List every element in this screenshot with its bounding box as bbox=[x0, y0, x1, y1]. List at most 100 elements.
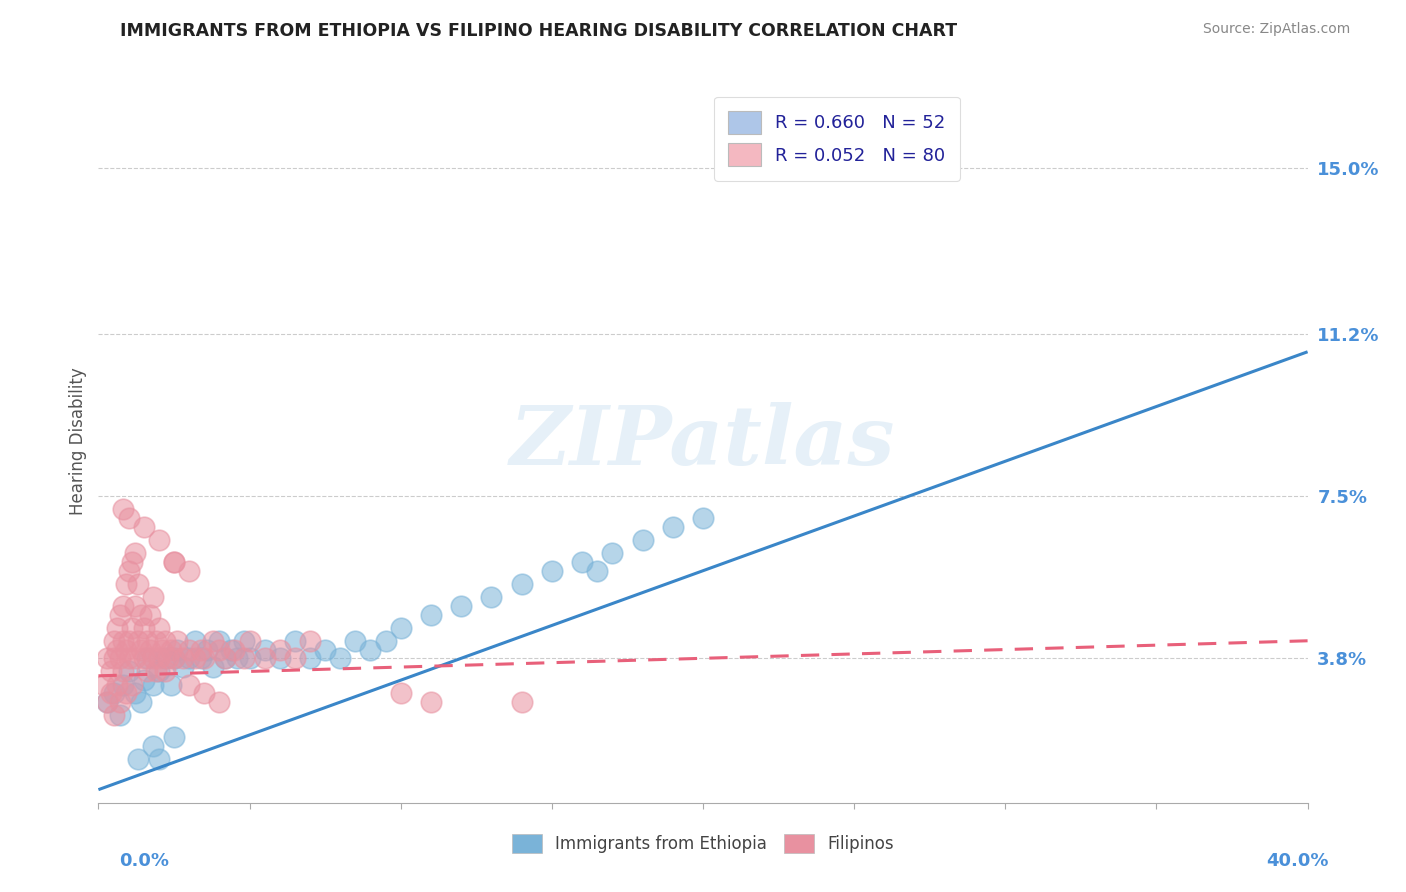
Point bbox=[510, 577, 533, 591]
Point bbox=[226, 651, 249, 665]
Point bbox=[692, 511, 714, 525]
Text: IMMIGRANTS FROM ETHIOPIA VS FILIPINO HEARING DISABILITY CORRELATION CHART: IMMIGRANTS FROM ETHIOPIA VS FILIPINO HEA… bbox=[120, 22, 956, 40]
Point bbox=[96, 651, 118, 665]
Point bbox=[108, 651, 131, 665]
Point bbox=[142, 651, 165, 665]
Point bbox=[150, 642, 173, 657]
Point bbox=[118, 633, 141, 648]
Point bbox=[193, 686, 215, 700]
Point bbox=[129, 695, 152, 709]
Point bbox=[329, 651, 352, 665]
Point bbox=[239, 651, 262, 665]
Point bbox=[153, 665, 176, 679]
Point bbox=[269, 642, 291, 657]
Point bbox=[148, 621, 170, 635]
Point bbox=[129, 607, 152, 622]
Point bbox=[202, 633, 225, 648]
Point bbox=[571, 555, 593, 569]
Point bbox=[153, 651, 176, 665]
Point bbox=[108, 695, 131, 709]
Point bbox=[208, 633, 231, 648]
Point bbox=[129, 642, 152, 657]
Point bbox=[269, 651, 291, 665]
Point bbox=[100, 665, 122, 679]
Text: Source: ZipAtlas.com: Source: ZipAtlas.com bbox=[1202, 22, 1350, 37]
Point bbox=[160, 677, 183, 691]
Point bbox=[103, 633, 125, 648]
Point bbox=[172, 651, 194, 665]
Point bbox=[163, 555, 186, 569]
Point bbox=[127, 752, 149, 766]
Point bbox=[142, 590, 165, 604]
Point bbox=[420, 695, 443, 709]
Point bbox=[148, 752, 170, 766]
Point bbox=[163, 555, 186, 569]
Point bbox=[148, 665, 170, 679]
Point bbox=[450, 599, 472, 613]
Point bbox=[114, 577, 136, 591]
Point bbox=[96, 695, 118, 709]
Point bbox=[124, 546, 146, 560]
Point bbox=[190, 642, 212, 657]
Point bbox=[142, 739, 165, 753]
Point bbox=[160, 642, 183, 657]
Point bbox=[195, 642, 218, 657]
Point bbox=[108, 607, 131, 622]
Point bbox=[193, 651, 215, 665]
Point bbox=[148, 651, 170, 665]
Point bbox=[540, 564, 562, 578]
Point bbox=[118, 564, 141, 578]
Point bbox=[93, 677, 115, 691]
Point bbox=[132, 520, 155, 534]
Point bbox=[232, 651, 254, 665]
Point bbox=[103, 686, 125, 700]
Point bbox=[221, 642, 243, 657]
Point bbox=[135, 633, 157, 648]
Point bbox=[96, 695, 118, 709]
Point bbox=[374, 633, 396, 648]
Point bbox=[114, 686, 136, 700]
Point bbox=[148, 533, 170, 547]
Text: 0.0%: 0.0% bbox=[120, 852, 170, 870]
Point bbox=[139, 642, 162, 657]
Point bbox=[121, 555, 143, 569]
Point bbox=[153, 633, 176, 648]
Point bbox=[184, 633, 207, 648]
Point bbox=[299, 651, 322, 665]
Point bbox=[661, 520, 683, 534]
Point bbox=[124, 599, 146, 613]
Point bbox=[163, 730, 186, 744]
Point bbox=[127, 633, 149, 648]
Text: 40.0%: 40.0% bbox=[1267, 852, 1329, 870]
Point bbox=[103, 708, 125, 723]
Point bbox=[190, 651, 212, 665]
Point bbox=[179, 677, 201, 691]
Text: ZIPatlas: ZIPatlas bbox=[510, 401, 896, 482]
Point bbox=[631, 533, 654, 547]
Point bbox=[202, 660, 225, 674]
Point bbox=[420, 607, 443, 622]
Point bbox=[224, 642, 246, 657]
Point bbox=[163, 651, 186, 665]
Point bbox=[127, 577, 149, 591]
Point bbox=[132, 621, 155, 635]
Point bbox=[142, 677, 165, 691]
Point bbox=[108, 708, 131, 723]
Point bbox=[132, 651, 155, 665]
Point bbox=[103, 651, 125, 665]
Point bbox=[214, 651, 236, 665]
Point bbox=[184, 651, 207, 665]
Point bbox=[360, 642, 382, 657]
Point bbox=[163, 651, 186, 665]
Point bbox=[179, 642, 201, 657]
Point bbox=[344, 633, 367, 648]
Point bbox=[284, 633, 307, 648]
Point bbox=[121, 677, 143, 691]
Point bbox=[253, 651, 276, 665]
Point bbox=[389, 686, 412, 700]
Point bbox=[179, 564, 201, 578]
Point bbox=[172, 660, 194, 674]
Point bbox=[602, 546, 624, 560]
Point bbox=[100, 686, 122, 700]
Legend: Immigrants from Ethiopia, Filipinos: Immigrants from Ethiopia, Filipinos bbox=[505, 827, 901, 860]
